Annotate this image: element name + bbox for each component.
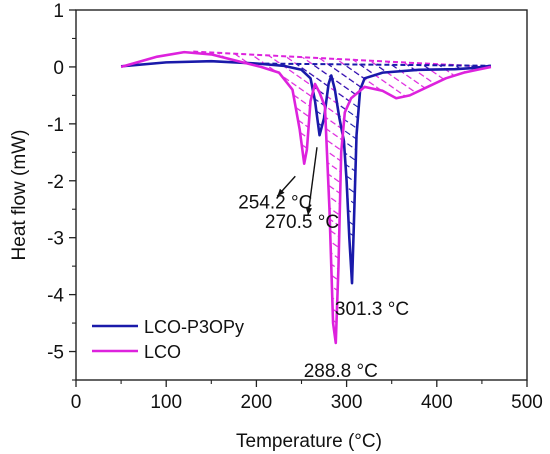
legend-label-lco-p3opy: LCO-P3OPy xyxy=(144,317,244,337)
x-tick-label: 400 xyxy=(421,392,453,413)
y-tick-labels: 1 0 -1 -2 -3 -4 -5 xyxy=(47,1,64,364)
hatched-area-lco-p3opy xyxy=(256,63,491,284)
peak-label: 288.8 °C xyxy=(304,361,378,382)
y-tick-label: -4 xyxy=(47,286,64,307)
x-axis-title: Temperature (°C) xyxy=(236,431,382,452)
y-tick-label: -1 xyxy=(47,115,64,136)
axis-ticks xyxy=(69,9,528,387)
peak-arrowhead xyxy=(277,188,285,197)
legend: LCO-P3OPy LCO xyxy=(92,317,244,362)
y-axis-title: Heat flow (mW) xyxy=(9,130,30,261)
legend-label-lco: LCO xyxy=(144,342,181,362)
baseline-lco-p3opy xyxy=(256,62,491,67)
peak-label: 270.5 °C xyxy=(265,212,339,233)
peak-label: 301.3 °C xyxy=(335,299,409,320)
x-tick-label: 200 xyxy=(241,392,273,413)
y-tick-label: -2 xyxy=(47,172,64,193)
x-tick-label: 0 xyxy=(71,392,82,413)
y-tick-label: 0 xyxy=(53,58,64,79)
y-tick-label: -3 xyxy=(47,229,64,250)
x-tick-label: 100 xyxy=(150,392,182,413)
hatched-areas xyxy=(193,50,491,344)
peak-arrowhead xyxy=(305,207,313,216)
series-lines xyxy=(120,50,492,345)
x-tick-label: 500 xyxy=(511,392,543,413)
series-line-lco xyxy=(120,50,492,345)
series-line-lco-p3opy xyxy=(120,59,492,285)
peak-arrow xyxy=(307,147,318,216)
x-tick-label: 300 xyxy=(331,392,363,413)
y-tick-label: -5 xyxy=(47,343,64,364)
y-tick-label: 1 xyxy=(53,1,64,22)
peak-label: 254.2 °C xyxy=(238,192,312,213)
x-tick-labels: 0 100 200 300 400 500 xyxy=(71,392,543,413)
